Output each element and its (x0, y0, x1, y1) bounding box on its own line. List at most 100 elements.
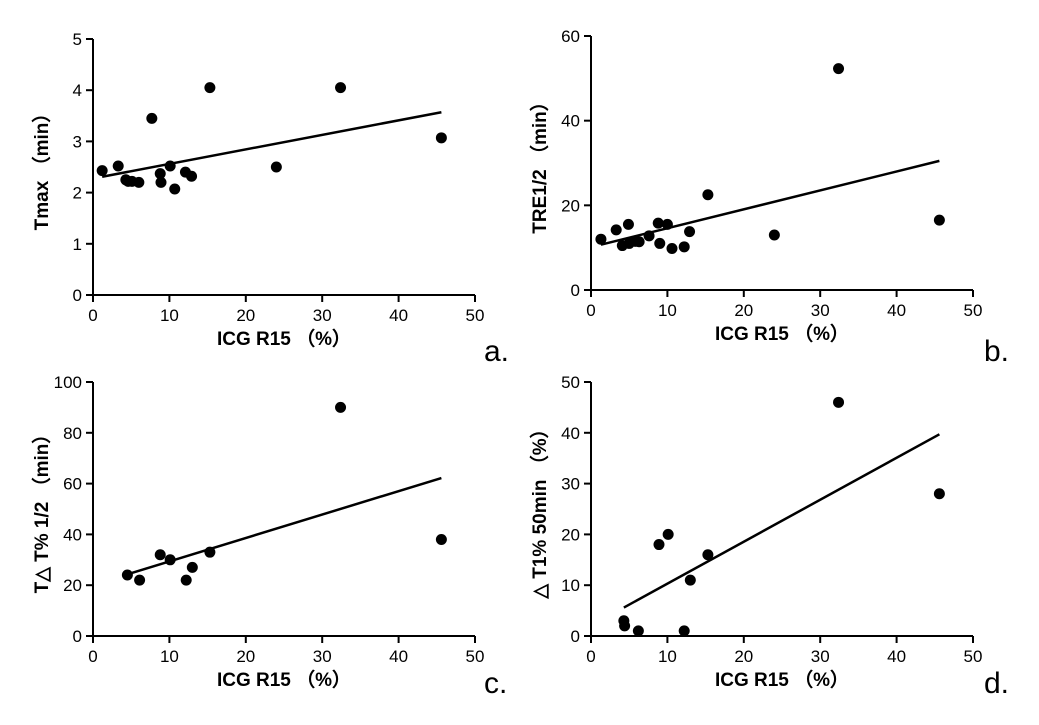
x-tick-label: 40 (887, 647, 906, 666)
x-tick-label: 10 (160, 306, 179, 325)
data-point (654, 237, 666, 249)
y-tick-label: 80 (63, 424, 82, 443)
regression-line (623, 433, 940, 609)
data-point (666, 243, 678, 255)
chart-panel-b: 0 10 20 30 40 50 0 20 40 60 ICG R15 （%） TRE1/2 （min… (528, 27, 1009, 368)
panel-label: b. (984, 335, 1009, 368)
data-point (678, 625, 690, 637)
y-tick-label: 100 (54, 373, 82, 392)
x-tick-label: 50 (964, 301, 983, 320)
y-tick-label: 5 (73, 30, 82, 49)
y-tick-label: 0 (73, 286, 82, 305)
y-tick-label: 3 (73, 132, 82, 151)
data-point (622, 218, 634, 230)
data-point (595, 233, 607, 245)
y-tick-label: 10 (561, 576, 580, 595)
data-point (121, 569, 133, 581)
y-axis-title: △ T1% 50min （%） (528, 419, 551, 599)
panel-label: c. (484, 667, 507, 700)
data-point (96, 165, 108, 177)
data-point (661, 218, 673, 230)
x-tick-label: 30 (313, 306, 332, 325)
x-tick-label: 40 (389, 647, 408, 666)
y-tick-label: 20 (561, 196, 580, 215)
x-tick-label: 0 (88, 306, 97, 325)
data-point (833, 396, 845, 408)
y-axis-title: T△ T% 1/2 （min） (30, 425, 53, 594)
data-point (662, 528, 674, 540)
y-tick-label: 20 (63, 576, 82, 595)
data-point (154, 168, 166, 180)
y-tick-label: 40 (561, 424, 580, 443)
x-axis-title: ICG R15 （%） (715, 668, 849, 691)
data-point (335, 401, 347, 413)
data-point (652, 217, 664, 229)
data-point (633, 236, 645, 248)
y-tick-label: 40 (63, 525, 82, 544)
y-axis-title: Tmax （min） (30, 104, 53, 231)
data-point (204, 82, 216, 94)
data-point (933, 214, 945, 226)
regression-line (600, 159, 940, 246)
data-point (204, 546, 216, 558)
data-point (112, 160, 124, 172)
data-point (164, 554, 176, 566)
data-point (186, 170, 198, 182)
data-point (155, 176, 167, 188)
x-tick-label: 50 (466, 647, 485, 666)
y-tick-label: 40 (561, 112, 580, 131)
y-axis-title: TRE1/2 （min） (528, 92, 551, 233)
data-point (164, 160, 176, 172)
chart-panel-d: 0 10 20 30 40 50 0 10 20 30 40 50 ICG R15 （%） △ T1% 5… (528, 373, 1009, 700)
x-tick-label: 0 (586, 647, 595, 666)
x-tick-label: 50 (964, 647, 983, 666)
data-point (154, 549, 166, 561)
data-point (133, 176, 145, 188)
data-point (833, 63, 845, 75)
data-point (610, 224, 622, 236)
y-tick-label: 4 (73, 81, 82, 100)
data-point (435, 132, 447, 144)
data-point (619, 620, 631, 632)
x-axis-title: ICG R15 （%） (217, 668, 351, 691)
data-point (632, 625, 644, 637)
y-tick-label: 60 (561, 27, 580, 46)
data-point (435, 533, 447, 545)
y-tick-label: 0 (73, 627, 82, 646)
regression-line (127, 476, 442, 576)
chart-panel-a: 0 10 20 30 40 50 0 1 2 3 4 5 ICG R15 （%） Tmax （min） a. (30, 30, 509, 368)
panel-label: d. (984, 667, 1009, 700)
x-axis-title: ICG R15 （%） (217, 327, 351, 350)
data-point (186, 561, 198, 573)
data-point (180, 574, 192, 586)
data-point (270, 161, 282, 173)
data-point (335, 82, 347, 94)
data-point (684, 574, 696, 586)
x-tick-label: 10 (658, 301, 677, 320)
data-point (933, 488, 945, 500)
x-tick-label: 30 (811, 647, 830, 666)
data-point (653, 539, 665, 551)
x-tick-label: 50 (466, 306, 485, 325)
data-point (134, 574, 146, 586)
data-point (678, 241, 690, 253)
x-tick-label: 20 (236, 306, 255, 325)
y-tick-label: 0 (571, 627, 580, 646)
regression-line (101, 110, 442, 178)
y-tick-label: 2 (73, 184, 82, 203)
x-tick-label: 20 (236, 647, 255, 666)
data-point (643, 230, 655, 242)
x-tick-label: 20 (734, 301, 753, 320)
x-tick-label: 40 (389, 306, 408, 325)
chart-panel-c: 0 10 20 30 40 50 0 20 40 60 80 100 ICG R15 （%） T△ T% … (30, 373, 507, 700)
x-tick-label: 30 (313, 647, 332, 666)
y-tick-label: 20 (561, 525, 580, 544)
panel-label: a. (484, 335, 509, 368)
x-tick-label: 10 (160, 647, 179, 666)
x-tick-label: 0 (586, 301, 595, 320)
x-tick-label: 20 (734, 647, 753, 666)
data-point (146, 112, 158, 124)
y-tick-label: 30 (561, 475, 580, 494)
data-point (702, 549, 714, 561)
